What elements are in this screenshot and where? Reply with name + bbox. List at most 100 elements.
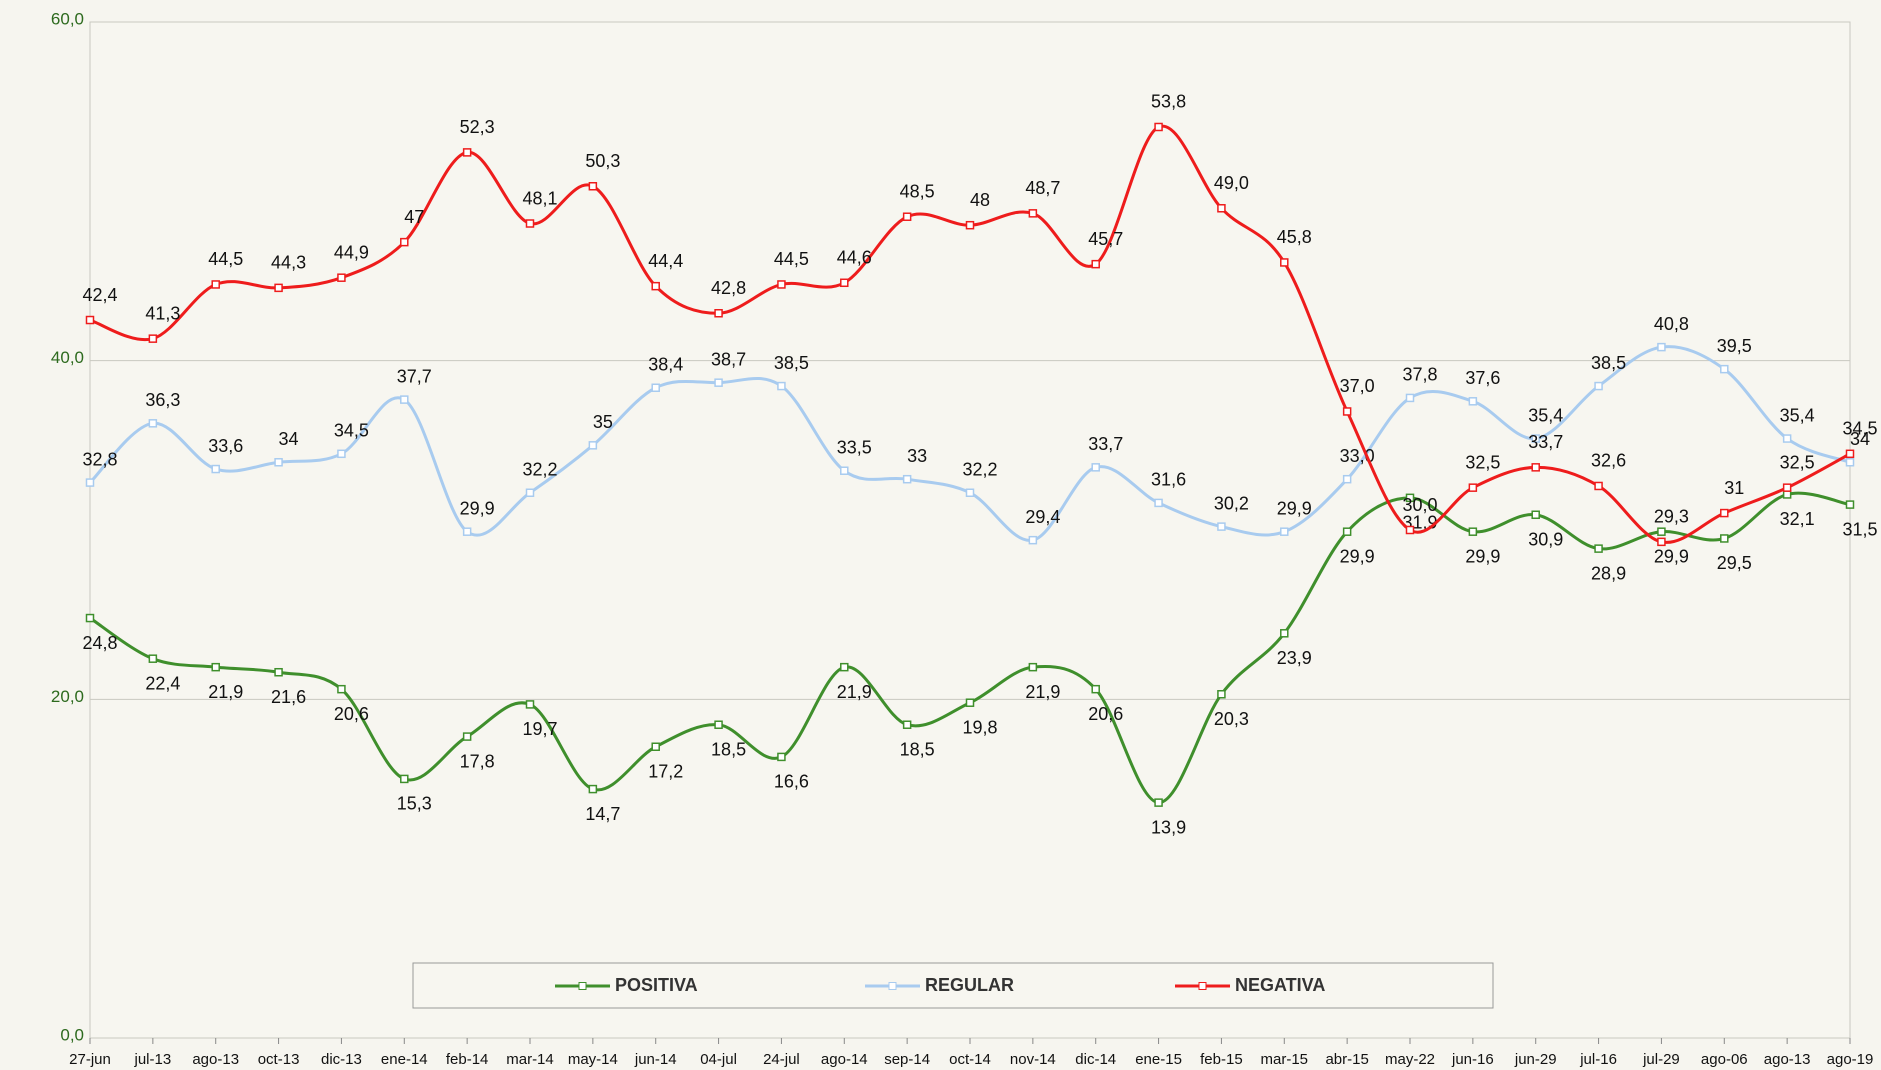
- data-label: 21,9: [208, 682, 243, 702]
- marker: [337, 684, 346, 694]
- marker: [965, 220, 975, 230]
- legend-label: NEGATIVA: [1235, 975, 1325, 995]
- marker: [1091, 463, 1100, 472]
- marker: [965, 488, 975, 497]
- marker: [525, 488, 535, 497]
- data-label: 29,3: [1654, 507, 1689, 527]
- x-tick-label: may-22: [1385, 1051, 1435, 1068]
- marker: [85, 613, 95, 623]
- data-label: 47: [404, 207, 424, 227]
- data-label: 37,8: [1402, 365, 1437, 385]
- data-label: 21,9: [1025, 682, 1060, 702]
- marker: [1342, 407, 1352, 416]
- x-tick-label: mar-14: [506, 1051, 554, 1068]
- data-label: 29,9: [1654, 546, 1689, 566]
- data-label: 19,8: [962, 717, 997, 737]
- marker: [777, 280, 786, 289]
- marker: [1028, 535, 1038, 545]
- marker: [525, 219, 535, 228]
- data-label: 30,9: [1528, 530, 1563, 550]
- data-label: 38,7: [711, 349, 746, 369]
- data-label: 19,7: [522, 719, 557, 739]
- data-label: 17,2: [648, 761, 683, 781]
- marker: [1217, 204, 1226, 213]
- x-tick-label: 24-jul: [763, 1051, 800, 1068]
- marker: [1028, 662, 1038, 672]
- y-tick-label: 60,0: [51, 9, 84, 28]
- x-tick-label: ene-14: [381, 1051, 428, 1068]
- x-tick-label: ago-13: [1764, 1051, 1811, 1068]
- data-label: 23,9: [1277, 648, 1312, 668]
- marker: [1154, 498, 1163, 508]
- marker: [902, 720, 912, 729]
- marker: [651, 281, 660, 291]
- marker: [400, 237, 409, 247]
- marker: [337, 449, 346, 459]
- marker: [651, 383, 660, 393]
- marker: [1657, 342, 1666, 352]
- marker: [1405, 493, 1415, 503]
- data-label: 34,5: [334, 421, 369, 441]
- data-label: 29,9: [1465, 546, 1500, 566]
- legend-marker: [888, 982, 897, 990]
- marker: [902, 212, 912, 221]
- plot-area: [89, 21, 1851, 1039]
- marker: [148, 419, 158, 428]
- data-label: 33,7: [1088, 434, 1123, 454]
- marker: [1531, 434, 1540, 443]
- data-label: 32,5: [1780, 452, 1815, 472]
- marker: [1154, 798, 1163, 807]
- marker: [840, 466, 849, 475]
- marker: [1091, 684, 1100, 694]
- data-label: 32,2: [962, 459, 997, 479]
- marker: [588, 182, 598, 191]
- data-label: 33,7: [1528, 432, 1563, 452]
- marker: [777, 752, 786, 762]
- data-label: 35: [593, 412, 613, 432]
- data-label: 45,8: [1277, 227, 1312, 247]
- marker: [1280, 629, 1289, 638]
- legend-label: REGULAR: [925, 975, 1014, 995]
- x-tick-label: jun-16: [1451, 1051, 1494, 1068]
- data-label: 38,5: [774, 353, 809, 373]
- data-label: 53,8: [1151, 92, 1186, 112]
- marker: [714, 720, 723, 729]
- marker: [274, 283, 283, 293]
- data-label: 13,9: [1151, 817, 1186, 837]
- data-label: 38,5: [1591, 353, 1626, 373]
- marker: [1280, 258, 1289, 267]
- x-tick-label: oct-14: [949, 1051, 991, 1068]
- data-label: 17,8: [460, 751, 495, 771]
- data-label: 18,5: [711, 739, 746, 759]
- marker: [211, 464, 220, 474]
- data-label: 35,4: [1780, 405, 1815, 425]
- marker: [274, 667, 283, 677]
- data-label: 33,6: [208, 436, 243, 456]
- marker: [148, 334, 158, 343]
- data-label: 42,4: [82, 285, 117, 305]
- marker: [1845, 500, 1855, 509]
- data-label: 15,3: [397, 794, 432, 814]
- x-tick-label: jul-13: [134, 1051, 172, 1068]
- data-label: 37,7: [397, 366, 432, 386]
- marker: [337, 273, 346, 282]
- data-label: 32,8: [82, 449, 117, 469]
- data-label: 32,2: [522, 459, 557, 479]
- data-label: 48,1: [522, 188, 557, 208]
- data-label: 22,4: [145, 673, 180, 693]
- x-tick-label: 27-jun: [69, 1051, 111, 1068]
- marker: [651, 742, 660, 751]
- x-tick-label: ago-06: [1701, 1051, 1748, 1068]
- marker: [965, 698, 975, 707]
- data-label: 38,4: [648, 355, 683, 375]
- marker: [1217, 690, 1226, 699]
- marker: [902, 474, 912, 484]
- x-tick-label: ene-15: [1135, 1051, 1182, 1068]
- data-label: 39,5: [1717, 336, 1752, 356]
- x-tick-label: nov-14: [1010, 1051, 1056, 1068]
- y-tick-label: 0,0: [60, 1025, 84, 1044]
- marker: [525, 700, 535, 709]
- marker: [1531, 510, 1540, 520]
- marker: [85, 315, 95, 325]
- data-label: 36,3: [145, 390, 180, 410]
